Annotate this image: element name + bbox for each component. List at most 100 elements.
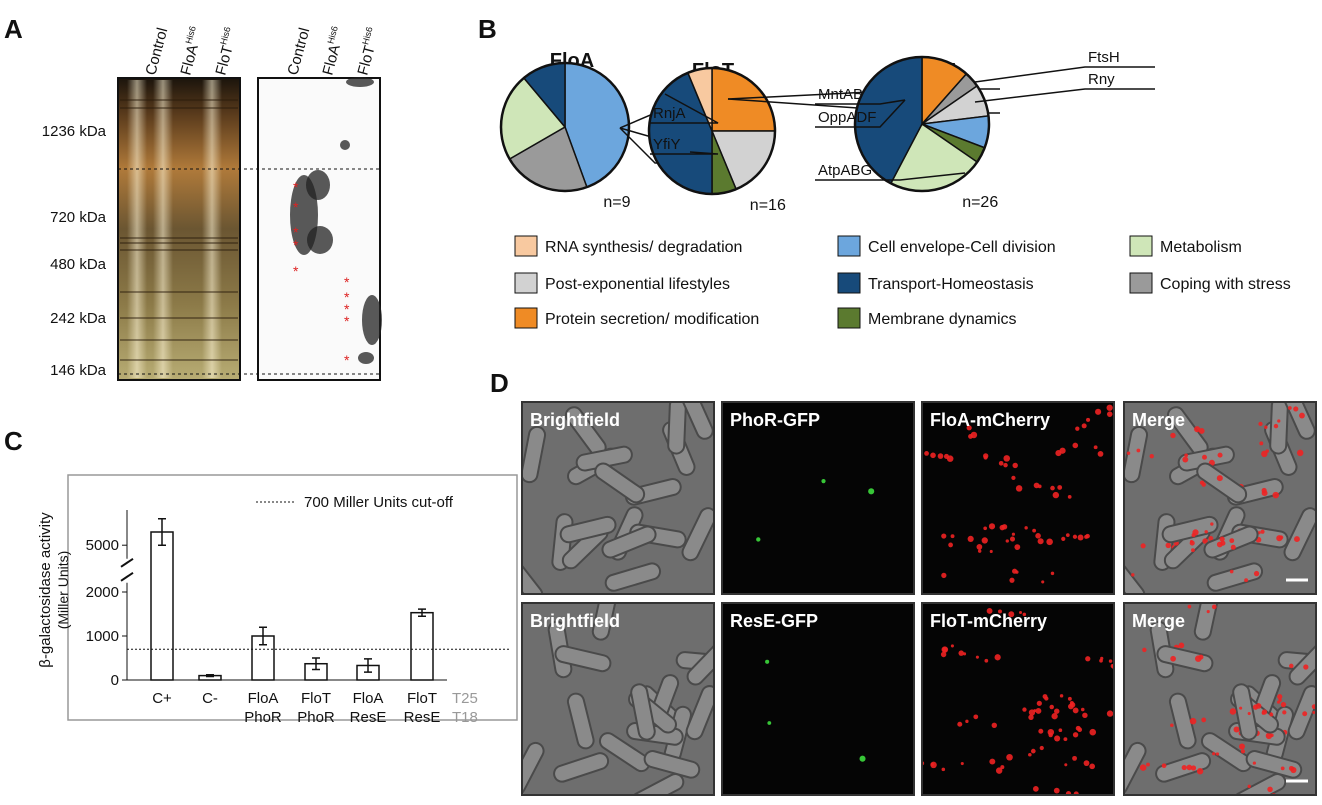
x-tick-label: C- [202,690,218,707]
lane-name: Control [284,26,313,77]
fluor-spot [1288,406,1292,410]
fluor-spot [1082,712,1088,719]
fluor-spot [1131,573,1135,577]
callout-label: YfiY [653,136,681,153]
fluor-spot [1011,475,1016,480]
cell [1281,402,1316,440]
fluor-spot [1012,568,1018,574]
gel-lane [127,80,147,378]
fluor-spot [1277,694,1283,700]
fluor-spot [1170,432,1176,439]
callout-label: RnjA [653,105,686,122]
fluor-spot [1247,711,1251,716]
fluor-spot [1189,717,1197,725]
fluor-spot [1050,571,1055,576]
lane-name: FloT [354,44,378,77]
fluor-spot [1108,659,1113,663]
marker-label: 146 kDa [50,362,107,379]
fluor-spot [1067,696,1072,701]
image-label: Brightfield [530,410,620,430]
fluor-spot [1003,455,1011,462]
fluor-spot [1149,454,1154,459]
marker-label: 242 kDa [50,310,107,327]
fluor-spot [930,761,937,769]
fluor-spot [868,488,875,495]
fluor-spot [1215,752,1220,756]
cell [601,525,657,559]
micrograph [722,603,914,795]
y-axis-label: β-galactosidase activity [37,512,54,668]
fluor-spot [983,455,988,460]
image-label: FloA-mCherry [930,410,1050,430]
fluor-spot [1037,538,1044,545]
y-tick-label: 0 [111,672,119,689]
gel-smear [346,77,374,87]
fluor-spot [1253,570,1260,577]
fluor-spot [1277,419,1281,423]
fluor-spot [1270,733,1274,738]
callout-label: OppADF [818,109,876,126]
fluor-spot [1216,475,1223,482]
fluor-spot [1267,786,1273,793]
fluor-spot [1302,711,1308,717]
fluor-spot [1212,752,1216,756]
fluor-spot [976,544,983,550]
cell [681,507,714,562]
fluor-spot [1019,611,1023,615]
fluor-spot [1011,532,1016,536]
fluor-spot [1293,406,1299,412]
fluor-spot [958,650,964,656]
fluor-spot [1009,577,1015,583]
legend-label: Transport-Homeostasis [868,276,1034,293]
fluor-spot [1220,540,1226,546]
asterisk: * [344,301,350,317]
row-label: T25 [452,690,478,707]
fluor-spot [946,455,954,462]
cell [566,692,595,750]
fluor-spot [1041,580,1045,584]
legend-swatch [514,235,538,257]
fluor-spot [1039,745,1044,751]
fluor-spot [1238,743,1245,750]
gel-smear [307,226,333,254]
lane-name: FloA [177,43,201,77]
x-tick-label: FloA [248,690,279,707]
fluor-spot [1044,696,1049,701]
fluor-spot [1198,427,1205,434]
cell [1288,638,1316,686]
fluor-spot [1067,494,1072,499]
cell [1124,741,1147,795]
legend-label: Coping with stress [1160,276,1291,293]
fluor-spot [1146,762,1150,767]
fluor-spot [1126,451,1131,456]
fluor-spot [1272,491,1280,499]
legend-label: Membrane dynamics [868,311,1017,328]
fluor-spot [1178,642,1185,649]
panel-letter: B [478,14,497,44]
x-tick-sublabel: PhoR [297,709,335,726]
axis-break [120,557,134,582]
fluor-spot [1170,723,1174,728]
error-bar [312,657,320,671]
asterisk: * [293,224,299,240]
fluor-spot [1187,604,1192,609]
fluor-spot [1181,764,1187,771]
cell [667,402,687,455]
fluor-spot [977,549,982,553]
image-bg [922,402,1114,594]
fluor-spot [989,549,993,553]
fluor-spot [942,647,948,653]
fluor-spot [1190,548,1195,553]
fluor-spot [1142,647,1147,653]
fluor-spot [994,654,1001,661]
fluor-spot [1247,784,1251,789]
fluor-spot [1055,450,1062,457]
fluor-spot [1265,732,1273,740]
fluor-spot [1116,653,1122,659]
fluor-spot [1303,664,1309,670]
fluor-spot [1072,707,1079,714]
fluor-spot [981,537,988,544]
fluor-spot [997,609,1002,614]
fluor-spot [1311,704,1316,710]
fluor-spot [1191,533,1196,538]
